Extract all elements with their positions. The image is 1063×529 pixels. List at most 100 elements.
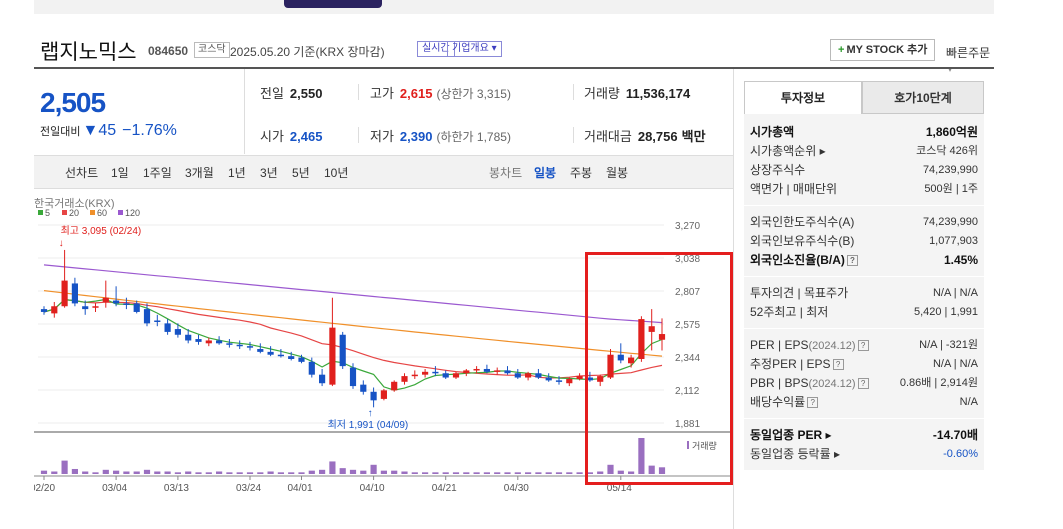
sector-change-label: 동일업종 등락률 ▸ [750,447,840,461]
market-badge: 코스닥 [194,42,230,58]
stat-low-label: 저가 [370,129,394,144]
x-tick-label: 03/04 [102,483,127,494]
par-value-label: 액면가 | 매매단위 [750,182,838,196]
help-icon[interactable]: ? [857,340,869,352]
tab-line-chart[interactable]: 선차트 [65,166,99,180]
quick-order-button[interactable]: 빠른주문 ▾ [946,44,994,75]
legend-swatch [90,210,95,215]
candle-body [40,309,48,312]
candle-body [195,339,202,342]
volume-bar [185,471,192,474]
mystock-add-button[interactable]: + MY STOCK 추가 [830,39,936,61]
change-label: 전일대비 [40,126,81,138]
volume-bar [133,471,140,474]
help-icon[interactable]: ? [807,397,819,409]
listed-shares-label: 상장주식수 [750,163,806,177]
volume-bar [576,472,583,474]
tab-5year[interactable]: 5년 [292,166,310,180]
stat-low: 저가 2,390 (하한가 1,785) [370,126,511,145]
candle-body [102,297,109,302]
volume-bar [205,472,212,474]
pbr-bps-value: 0.86배 | 2,914원 [899,377,978,389]
volume-bar [432,472,439,474]
volume-legend-swatch [687,441,689,449]
sector-per-label: 동일업종 PER ▸ [750,428,832,442]
candle-body [277,354,284,357]
row-sector-per[interactable]: 동일업종 PER ▸ -14.70배 [750,426,978,444]
realtime-button[interactable]: 실시간 [417,41,455,57]
volume-bar [411,472,418,474]
y-tick-label: 3,270 [675,221,700,232]
x-tick-label: 04/21 [432,483,457,494]
stat-low-value: 2,390 [399,129,433,144]
candle-body [226,343,233,345]
group-divider [744,276,984,277]
candle-body [597,376,604,382]
volume-bar [442,472,449,474]
help-icon[interactable]: ? [846,255,858,267]
pbr-bps-date: (2024.12) [808,378,856,390]
row-sector-change[interactable]: 동일업종 등락률 ▸ -0.60% [750,445,978,463]
legend-label: 60 [97,208,107,218]
per-eps-label: PER | EPS(2024.12)? [750,336,869,355]
volume-bar [380,470,387,474]
divider [573,127,574,143]
base-date: 2025.05.20 기준(KRX 장마감) [230,45,385,59]
legend-swatch [118,210,123,215]
week52-value: 5,420 | 1,991 [913,306,978,318]
price-stats: 전일 2,550 시가 2,465 고가 2,615 (상한가 3,315) 저가 2,3… [246,69,732,154]
volume-bar [525,472,532,474]
tab-1day[interactable]: 1일 [111,166,129,180]
y-tick-label: 2,344 [675,353,700,364]
candle-body [452,373,460,378]
help-icon[interactable]: ? [857,378,869,390]
banner-tab[interactable] [284,0,382,8]
change-amount: ▼45 [82,122,117,139]
row-52week: 52주최고 | 최저 5,420 | 1,991 [750,303,978,321]
row-foreign-ratio: 외국인소진율(B/A)? 1.45% [750,251,978,269]
corp-info-dropdown[interactable]: 기업개요 ▾ [447,41,502,57]
group-divider [744,418,984,419]
sector-change-value: -0.60% [943,448,978,460]
tab-3year[interactable]: 3년 [260,166,278,180]
row-est-per: 추정PER | EPS? N/A | N/A [750,355,978,373]
stock-chart[interactable]: 한국거래소(KRX) 5 20 60 120 3,270 3,038 2,807 2,575 2,… [34,189,733,529]
candle-body [329,327,336,385]
candle-body [308,361,315,375]
tab-3month[interactable]: 3개월 [185,166,214,180]
est-per-value: N/A | N/A [932,358,978,370]
volume-bar [473,472,480,474]
tab-orderbook[interactable]: 호가10단계 [862,81,984,114]
stat-upper-limit: (상한가 3,315) [436,87,511,101]
dividend-value: N/A [959,396,978,408]
candle-body [236,344,243,347]
tab-daily-candle[interactable]: 일봉 [534,166,557,180]
volume-bar [349,469,357,474]
tab-10year[interactable]: 10년 [324,166,349,180]
volume-label: 거래량 [692,440,717,451]
candle-body [61,280,68,307]
divider [358,84,359,100]
quick-order-label: 빠른주문 [946,46,991,60]
ma120-line [43,264,663,324]
volume-bar [143,469,151,474]
row-foreign-limit: 외국인한도주식수(A) 74,239,990 [750,213,978,231]
tab-1week[interactable]: 1주일 [143,166,172,180]
volume-bar [298,472,305,474]
group-divider [744,205,984,206]
top-bar [34,0,994,14]
tab-1year[interactable]: 1년 [228,166,246,180]
help-icon[interactable]: ? [832,359,844,371]
chart-source: 한국거래소(KRX) [34,197,115,210]
tab-monthly-candle[interactable]: 월봉 [606,166,629,180]
candle-body [617,354,624,361]
volume-bar [174,472,181,474]
volume-bar [82,471,89,474]
row-market-cap-rank[interactable]: 시가총액순위 ▸ 코스닥 426위 [750,142,978,160]
tab-weekly-candle[interactable]: 주봉 [570,166,593,180]
candlestick-chart[interactable]: 한국거래소(KRX)5 20 60 120 3,270 3,038 2,807 2,575 2,… [34,189,733,529]
volume-bar [195,472,202,474]
candle-body [205,340,212,344]
stat-high-value: 2,615 [399,86,433,101]
tab-invest-info[interactable]: 투자정보 [744,81,862,114]
